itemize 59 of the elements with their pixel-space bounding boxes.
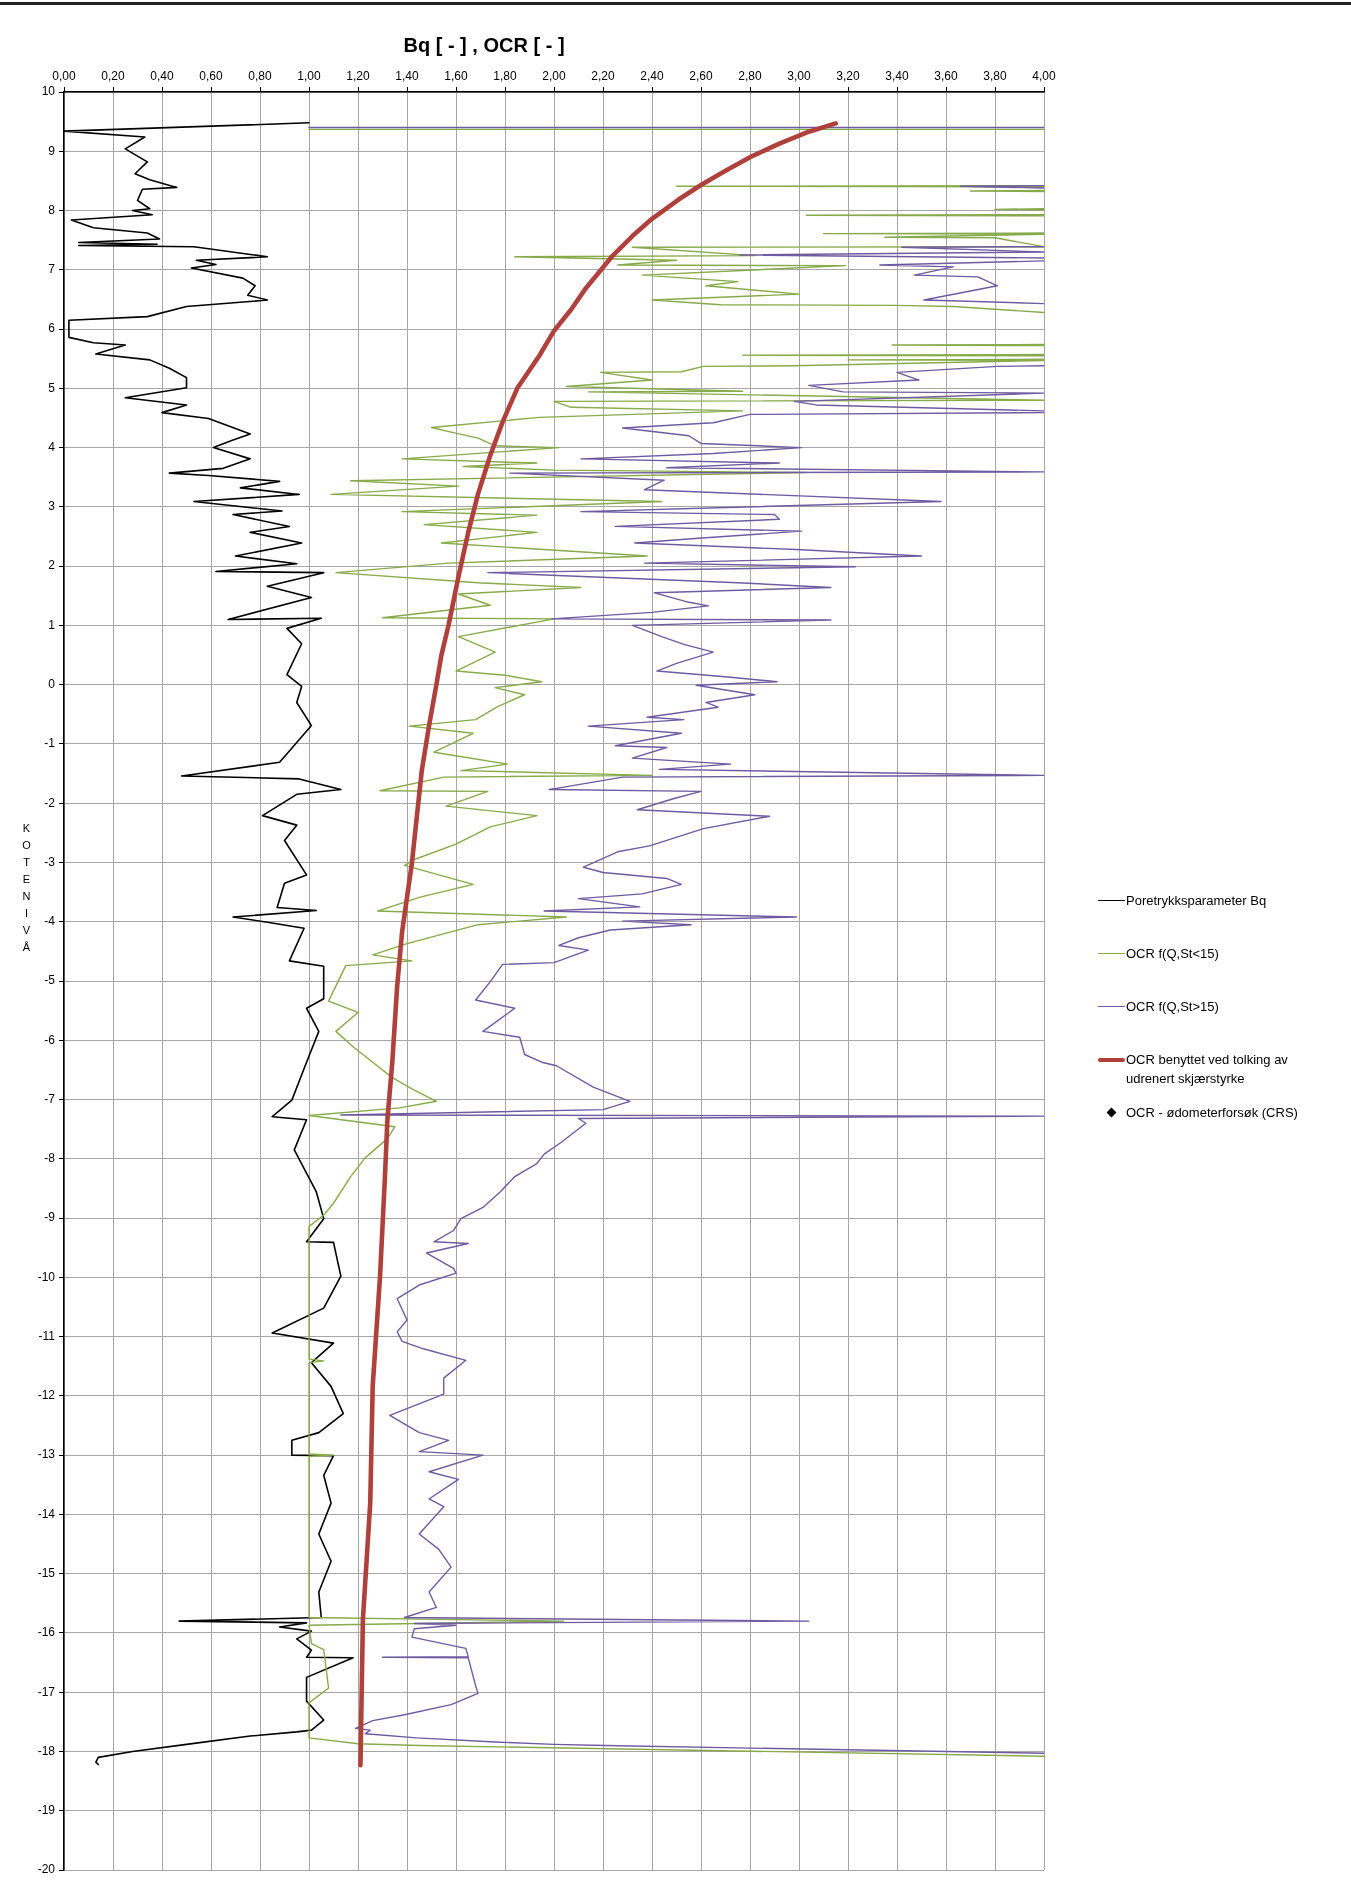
y-tick-label: -20 xyxy=(37,1862,56,1877)
y-tick-label: -18 xyxy=(37,1743,56,1758)
y-tick-label: -8 xyxy=(44,1151,56,1166)
y-tick-label: 4 xyxy=(48,439,56,454)
x-tick-label: 2,80 xyxy=(738,69,762,84)
y-tick-label: -12 xyxy=(37,1388,56,1403)
y-tick-label: 5 xyxy=(48,380,56,395)
y-tick-label: -14 xyxy=(37,1506,56,1521)
y-tick-label: 3 xyxy=(48,499,56,514)
y-tick-label: -15 xyxy=(37,1565,56,1580)
y-tick-label: 2 xyxy=(48,558,56,573)
x-tick-label: 3,80 xyxy=(983,69,1007,84)
legend-label: OCR - ødometerforsøk (CRS) xyxy=(1126,1104,1299,1122)
y-tick-label: -9 xyxy=(44,1210,56,1225)
x-tick-label: 3,00 xyxy=(787,69,811,84)
x-tick-label: 2,40 xyxy=(640,69,664,84)
y-tick-label: -16 xyxy=(37,1625,56,1640)
legend-label: OCR benyttet ved tolking av udrenert skjærstyrke xyxy=(1126,1051,1289,1088)
y-tick-label: 8 xyxy=(48,202,56,217)
x-tick-label: 3,60 xyxy=(934,69,958,84)
y-tick-label: -6 xyxy=(44,1032,56,1047)
legend-label: OCR f(Q,St>15) xyxy=(1126,998,1220,1016)
y-tick-label: -11 xyxy=(38,1328,56,1343)
y-tick-label: 10 xyxy=(41,84,56,99)
y-tick-label: -5 xyxy=(44,973,56,988)
x-tick-label: 1,80 xyxy=(493,69,517,84)
x-tick-label: 4,00 xyxy=(1032,69,1056,84)
legend-label: Poretrykksparameter Bq xyxy=(1126,892,1268,910)
y-tick-label: 6 xyxy=(48,321,56,336)
x-tick-label: 3,40 xyxy=(885,69,909,84)
x-tick-label: 0,80 xyxy=(248,69,272,84)
y-tick-label: -3 xyxy=(44,854,56,869)
y-tick-label: -19 xyxy=(37,1803,56,1818)
y-tick-label: 9 xyxy=(48,143,56,158)
y-tick-label: -17 xyxy=(37,1684,56,1699)
y-axis-title: KOTENIVÅ xyxy=(22,821,31,955)
x-tick-label: 0,40 xyxy=(150,69,174,84)
x-tick-label: 2,60 xyxy=(689,69,713,84)
y-tick-label: -7 xyxy=(44,1091,56,1106)
x-tick-label: 1,00 xyxy=(297,69,321,84)
x-tick-label: 3,20 xyxy=(836,69,860,84)
x-tick-label: 1,20 xyxy=(346,69,370,84)
y-tick-label: -2 xyxy=(44,795,56,810)
chart-title: Bq [ - ] , OCR [ - ] xyxy=(403,33,565,57)
x-tick-label: 1,60 xyxy=(444,69,468,84)
y-tick-label: 0 xyxy=(48,676,56,691)
y-tick-label: -1 xyxy=(44,736,56,751)
y-tick-label: -10 xyxy=(37,1269,56,1284)
x-tick-label: 0,00 xyxy=(52,69,76,84)
x-tick-label: 2,00 xyxy=(542,69,566,84)
x-tick-label: 0,60 xyxy=(199,69,223,84)
y-tick-label: -4 xyxy=(44,914,56,929)
y-tick-label: -13 xyxy=(37,1447,56,1462)
y-tick-label: 1 xyxy=(48,617,56,632)
legend-label: OCR f(Q,St<15) xyxy=(1126,945,1220,963)
y-tick-label: 7 xyxy=(48,262,56,277)
x-tick-label: 0,20 xyxy=(101,69,125,84)
x-tick-label: 1,40 xyxy=(395,69,419,84)
x-tick-label: 2,20 xyxy=(591,69,615,84)
